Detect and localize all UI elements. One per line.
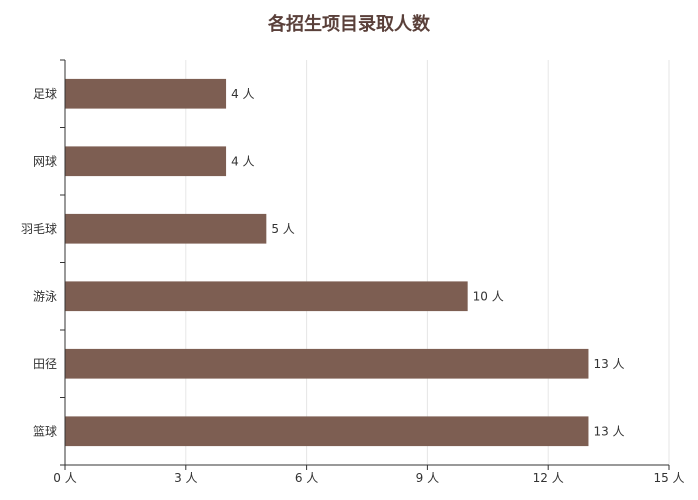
bar-value-label: 13 人 [593,424,624,438]
x-tick-label: 0 人 [53,471,76,485]
y-category-label: 羽毛球 [21,222,57,236]
bar [65,281,468,312]
x-tick-label: 12 人 [533,471,564,485]
bar [65,213,267,244]
y-category-label: 篮球 [33,423,57,438]
bars [65,78,589,447]
y-category-label: 游泳 [33,289,57,303]
axes [60,59,670,470]
bar [65,78,227,109]
x-tick-label: 9 人 [416,471,439,485]
bar [65,146,227,177]
bar [65,348,589,379]
grid-lines [185,60,670,465]
bar-value-label: 4 人 [231,154,254,168]
bar-value-label: 10 人 [473,289,504,303]
x-tick-label: 3 人 [174,471,197,485]
y-category-label: 足球 [33,87,57,101]
x-tick-label: 15 人 [653,471,684,485]
x-tick-label: 6 人 [295,471,318,485]
bar-value-label: 5 人 [271,222,294,236]
bar [65,416,589,447]
y-category-label: 网球 [33,154,57,168]
bar-value-label: 4 人 [231,87,254,101]
bar-value-label: 13 人 [593,357,624,371]
y-category-label: 田径 [33,357,57,371]
chart-title: 各招生项目录取人数 [268,14,430,35]
